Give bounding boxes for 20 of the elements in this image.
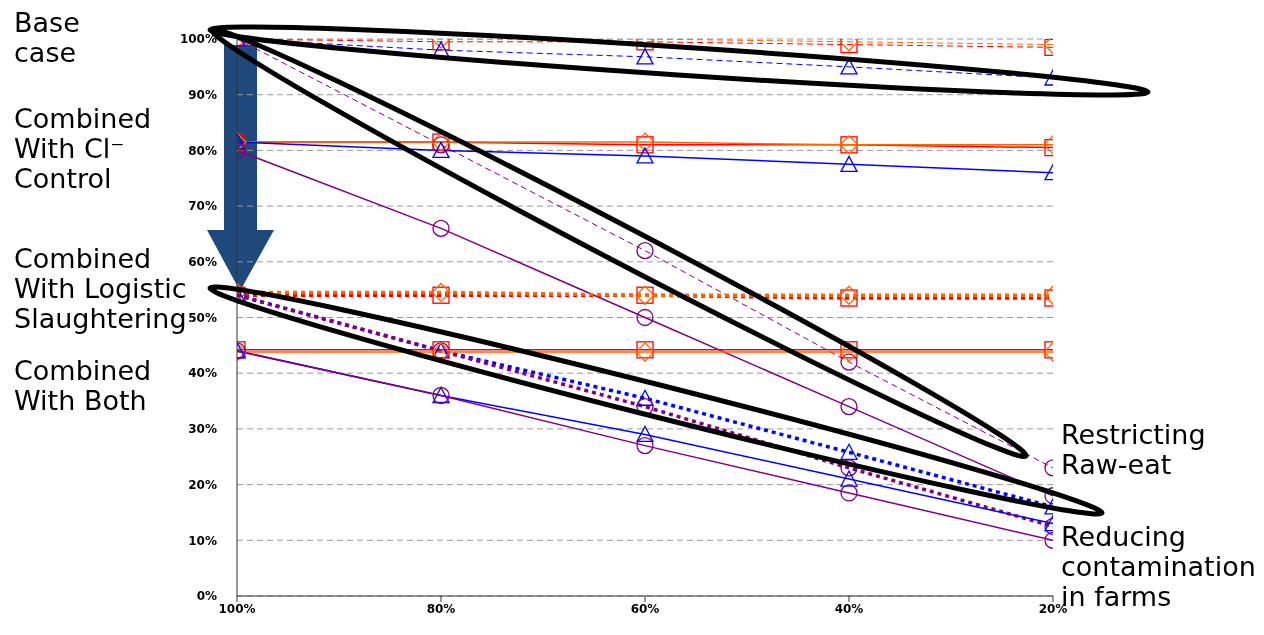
x-tick-label: 100%	[218, 601, 256, 616]
y-tick-label: 0%	[196, 589, 217, 604]
text: Combined With Logistic Slaughtering	[14, 242, 187, 334]
y-tick-label: 50%	[188, 310, 217, 325]
y-tick-label: 90%	[188, 87, 217, 102]
text: Base case	[14, 6, 80, 68]
y-tick-label: 100%	[179, 32, 217, 47]
y-tick-label: 70%	[188, 199, 217, 214]
text: Combined With Cl⁻ Control	[14, 102, 152, 194]
y-tick-label: 40%	[188, 366, 217, 381]
y-tick-label: 10%	[188, 533, 217, 548]
x-tick-label: 40%	[834, 601, 864, 616]
text: Combined With Both	[14, 354, 152, 416]
y-tick-label: 20%	[188, 477, 217, 492]
y-tick-label: 80%	[188, 143, 217, 158]
text: Restricting Raw-eat	[1061, 418, 1206, 480]
x-tick-label: 60%	[630, 601, 660, 616]
y-tick-label: 30%	[188, 422, 217, 437]
x-tick-label: 80%	[426, 601, 456, 616]
y-tick-label: 60%	[188, 255, 217, 270]
